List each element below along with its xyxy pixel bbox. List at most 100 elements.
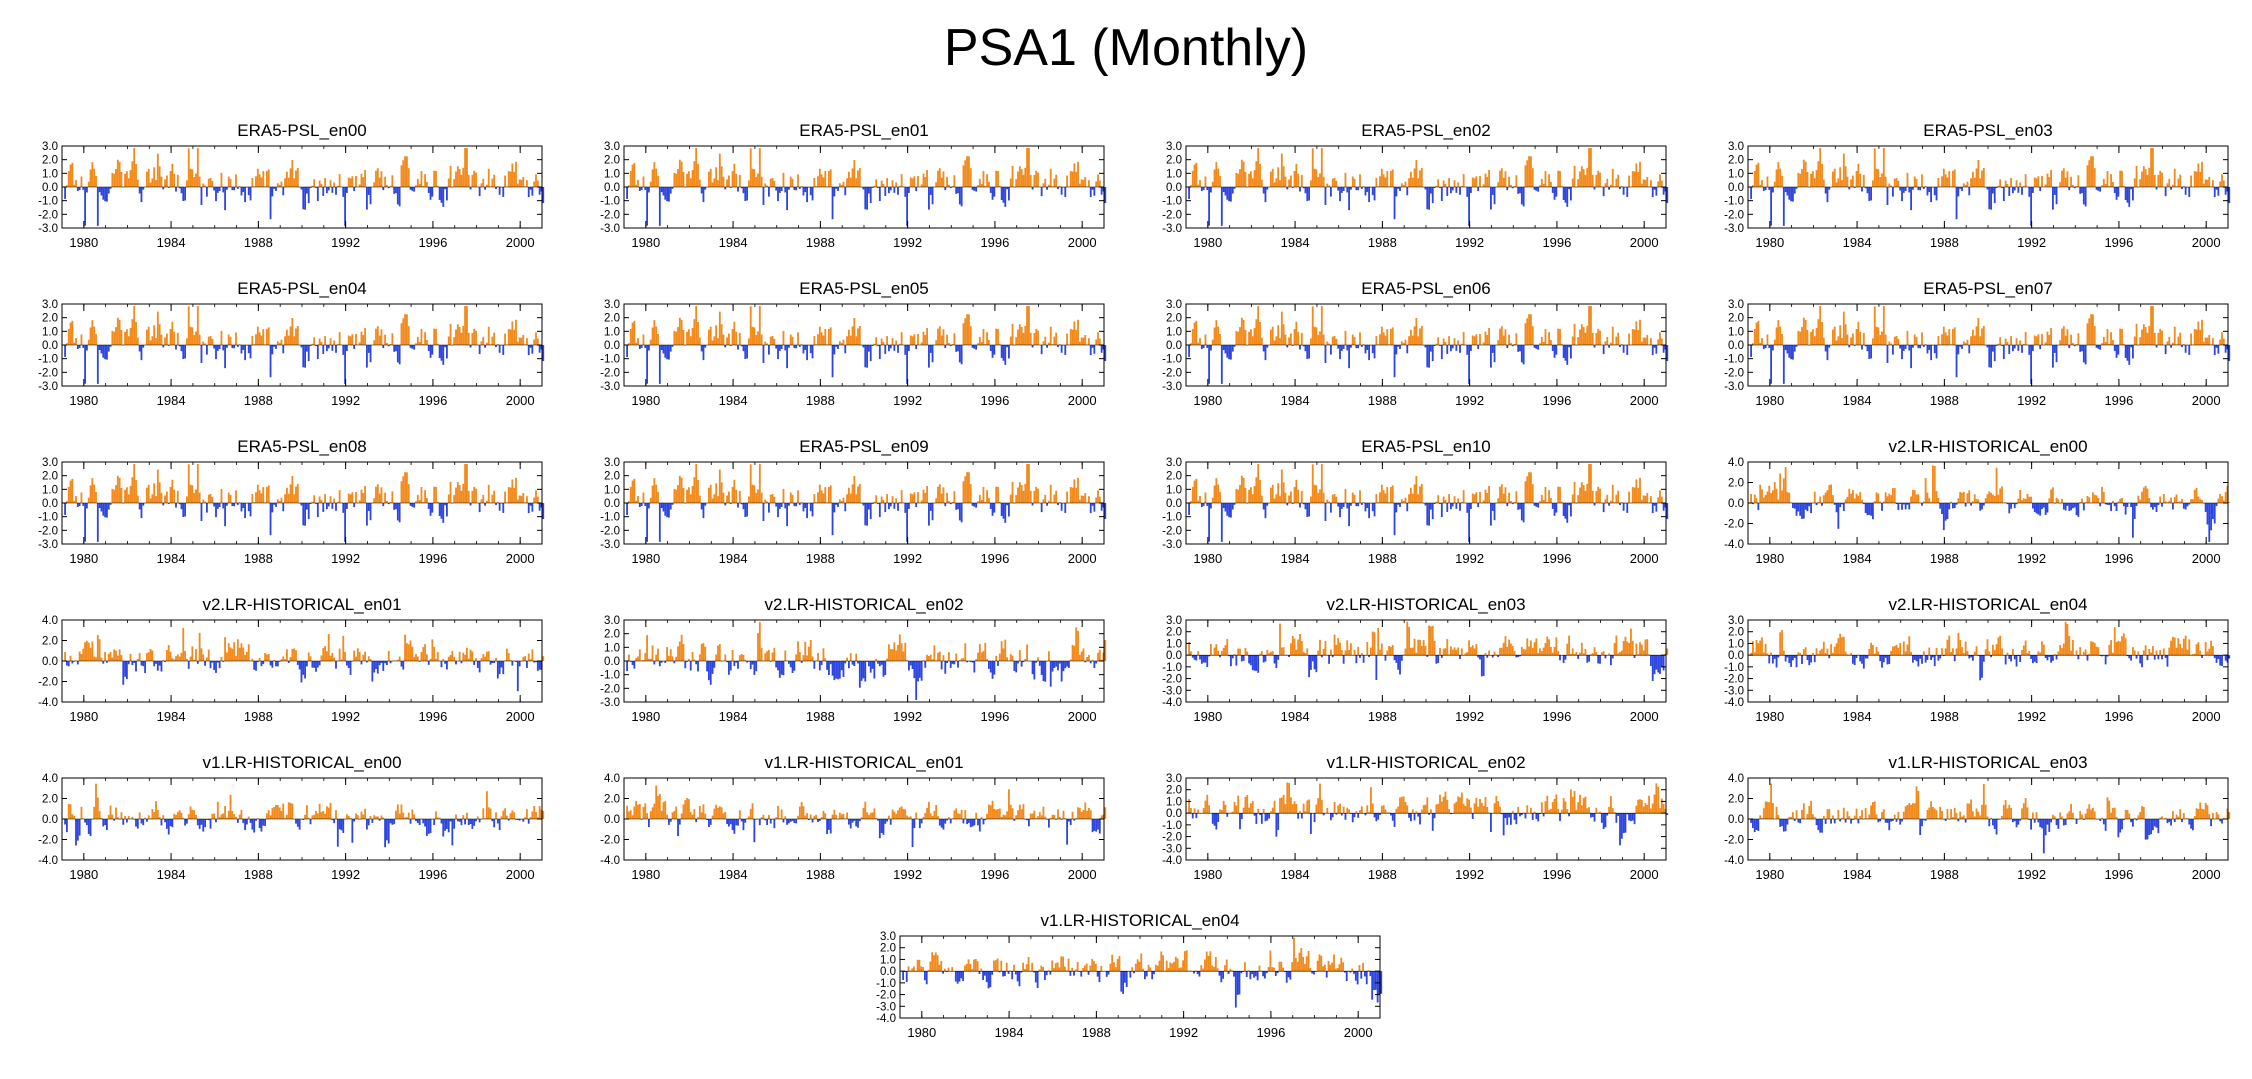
bar — [1042, 661, 1045, 681]
bar — [1970, 336, 1972, 345]
bar — [2104, 503, 2107, 505]
x-tick-label: 1992 — [893, 393, 922, 408]
bar — [1477, 345, 1480, 350]
bar — [2215, 187, 2218, 190]
bar — [475, 658, 477, 661]
bar — [160, 661, 163, 672]
bar — [884, 187, 887, 196]
bar — [1815, 503, 1818, 506]
bar — [395, 187, 397, 194]
bar — [498, 187, 501, 195]
bar — [691, 328, 694, 345]
bar — [1197, 500, 1200, 503]
bar — [422, 344, 425, 345]
bar — [2110, 174, 2112, 187]
bar — [538, 187, 541, 195]
bar — [1950, 186, 1952, 187]
bar — [1782, 345, 1785, 384]
bar — [1095, 181, 1098, 187]
bar — [1004, 639, 1007, 661]
bar — [904, 187, 907, 197]
bar — [957, 503, 959, 510]
bar — [349, 661, 352, 675]
bar — [535, 332, 537, 345]
x-tick-label: 1996 — [1542, 393, 1571, 408]
bar — [240, 345, 243, 354]
bar — [2017, 187, 2020, 193]
bar — [695, 464, 698, 503]
bar — [911, 178, 914, 187]
bar — [335, 187, 337, 195]
y-tick-label: 4.0 — [1728, 457, 1744, 469]
bar — [2142, 324, 2145, 345]
bar — [1304, 187, 1307, 194]
bar — [1077, 161, 1079, 187]
bar — [2082, 345, 2085, 363]
bar — [1080, 495, 1083, 503]
bar — [282, 345, 285, 354]
bar — [995, 486, 998, 503]
bar — [1961, 492, 1963, 503]
bar — [1982, 325, 1985, 345]
bar — [1220, 187, 1223, 226]
bar — [73, 661, 76, 662]
bar — [480, 499, 483, 503]
bar — [1282, 647, 1285, 656]
bar — [1270, 171, 1272, 187]
bar — [644, 503, 647, 506]
bar — [1300, 641, 1303, 656]
bar — [200, 345, 203, 363]
bar — [1793, 187, 1796, 194]
bar — [506, 648, 508, 661]
bar — [531, 345, 534, 354]
bar — [2037, 176, 2040, 187]
bar — [2110, 332, 2112, 345]
bar — [89, 647, 92, 661]
bar — [498, 345, 501, 353]
bar — [1842, 153, 1845, 187]
bar — [531, 649, 534, 661]
bar — [169, 171, 172, 187]
bar — [520, 495, 523, 503]
bar — [1493, 187, 1496, 205]
bar — [869, 345, 872, 362]
bar — [346, 345, 348, 351]
bar — [1371, 345, 1374, 354]
bar — [2028, 187, 2031, 197]
bar — [156, 469, 159, 503]
bar — [1901, 187, 1903, 202]
x-tick-label: 1980 — [1193, 551, 1222, 566]
bar — [826, 186, 828, 187]
bar — [1906, 172, 1909, 187]
bar — [1353, 178, 1356, 187]
bar — [2019, 340, 2022, 345]
bar — [1242, 477, 1245, 503]
bar — [817, 652, 819, 661]
bar — [1049, 484, 1052, 503]
bar — [135, 163, 137, 187]
bar — [973, 187, 976, 191]
bar — [1475, 334, 1478, 345]
bar — [1533, 187, 1536, 190]
bar — [2053, 345, 2056, 353]
bar — [1910, 496, 1912, 503]
x-tick-label: 1988 — [806, 551, 835, 566]
x-tick-label: 1984 — [1281, 393, 1310, 408]
bar — [1497, 340, 1500, 345]
bar — [2048, 498, 2051, 503]
bar — [1595, 174, 1598, 187]
bar — [198, 334, 201, 345]
bar — [2146, 174, 2149, 187]
bar — [1626, 187, 1629, 197]
bar — [84, 187, 86, 226]
bar — [1573, 481, 1576, 503]
bar — [1384, 493, 1387, 503]
bar — [1508, 492, 1510, 503]
bar — [744, 187, 747, 201]
bar — [527, 187, 530, 198]
bar — [1542, 184, 1545, 187]
bar — [1264, 655, 1267, 662]
bar — [444, 345, 446, 348]
bar — [2072, 342, 2074, 345]
bar — [877, 503, 879, 504]
